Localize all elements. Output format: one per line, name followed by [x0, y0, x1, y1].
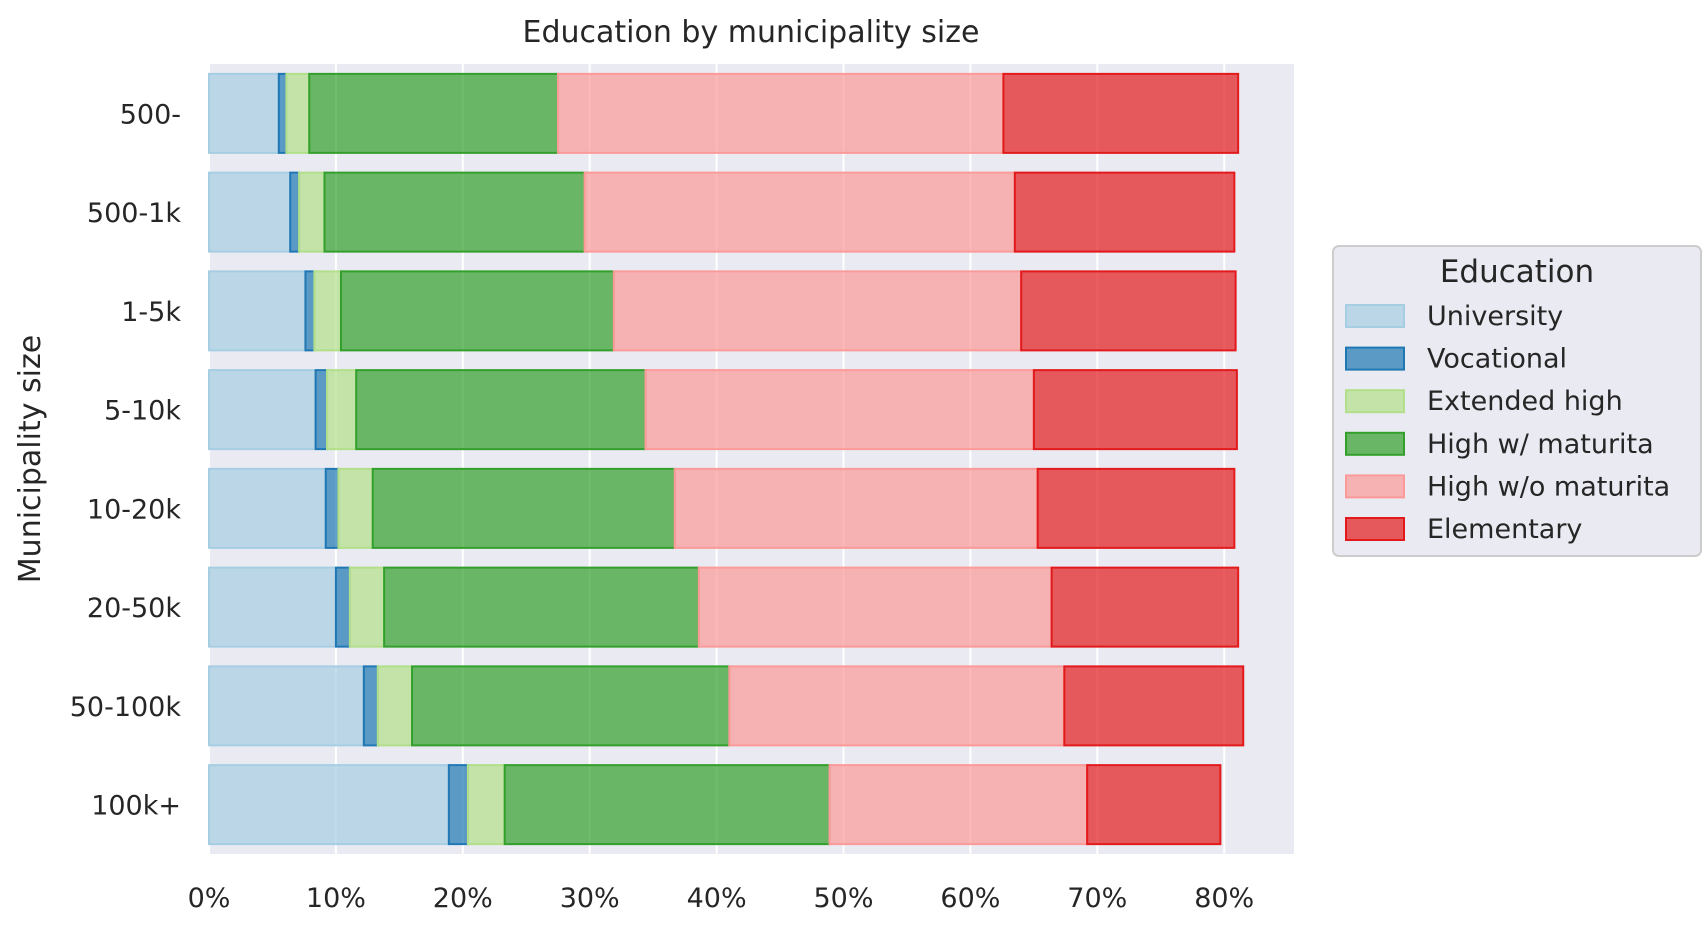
y-tick-label: 1-5k: [121, 297, 181, 328]
bar-segment: [1032, 369, 1238, 451]
bar-segment: [313, 270, 342, 352]
bar-segment: [612, 270, 1023, 352]
bar-segment: [1050, 566, 1240, 648]
x-tick-label: 40%: [687, 883, 747, 914]
bar-segment: [339, 270, 615, 352]
bar-segment: [304, 270, 316, 352]
legend-frame: [1332, 245, 1702, 557]
legend-swatch: [1345, 474, 1405, 499]
bar-segment: [323, 171, 586, 253]
bar-segment: [1063, 665, 1245, 747]
x-tick-label: 10%: [306, 883, 366, 914]
bar-segment: [308, 72, 559, 154]
y-tick-label: 500-: [120, 99, 181, 130]
bar-segment: [503, 764, 831, 846]
y-tick-label: 100k+: [91, 791, 181, 822]
x-tick-label: 80%: [1194, 883, 1254, 914]
bar-segment: [208, 764, 450, 846]
y-tick-label: 50-100k: [70, 692, 182, 723]
x-tick-label: 50%: [813, 883, 873, 914]
bars: [208, 72, 1245, 846]
bar-segment: [348, 566, 386, 648]
legend-swatch: [1345, 346, 1405, 371]
x-tick-label: 70%: [1067, 883, 1127, 914]
y-axis-title: Municipality size: [13, 335, 48, 583]
legend-swatch: [1345, 304, 1405, 328]
bar-segment: [376, 665, 414, 747]
legend-swatch: [1345, 389, 1405, 414]
x-tick-labels: 0% 10% 20% 30% 40% 50% 60% 70% 80%: [188, 883, 1255, 914]
bar-segment: [277, 72, 288, 154]
bar-segment: [208, 171, 292, 253]
x-tick-label: 0%: [188, 883, 231, 914]
bar-segment: [556, 72, 1005, 154]
bar-segment: [697, 566, 1053, 648]
legend-label: Extended high: [1427, 386, 1623, 417]
legend-swatch: [1345, 517, 1405, 541]
legend-items: University Vocational Extended high High w/…: [1345, 301, 1670, 545]
bar-segment: [383, 566, 700, 648]
bar-segment: [466, 764, 506, 846]
bar-segment: [371, 467, 676, 549]
bar-segment: [208, 566, 337, 648]
bar-segment: [828, 764, 1089, 846]
bar-segment: [337, 467, 374, 549]
bar-segment: [728, 665, 1066, 747]
y-tick-label: 10-20k: [87, 494, 181, 525]
bar-segment: [447, 764, 469, 846]
bar-segment: [326, 369, 358, 451]
bar-segment: [208, 467, 327, 549]
x-tick-label: 30%: [560, 883, 620, 914]
bar-segment: [673, 467, 1039, 549]
legend-label: Vocational: [1427, 344, 1567, 375]
bar-segment: [289, 171, 301, 253]
bar-segment: [1086, 764, 1222, 846]
legend-label: University: [1427, 301, 1563, 332]
bar-segment: [208, 665, 365, 747]
bar-segment: [314, 369, 329, 451]
bar-segment: [362, 665, 379, 747]
bar-segment: [644, 369, 1035, 451]
y-tick-label: 20-50k: [87, 593, 181, 624]
legend-title: Education: [1440, 254, 1594, 290]
bar-segment: [355, 369, 647, 451]
y-tick-label: 5-10k: [104, 396, 181, 427]
legend-label: High w/o maturita: [1427, 471, 1670, 502]
x-tick-label: 20%: [433, 883, 493, 914]
legend-label: High w/ maturita: [1427, 429, 1654, 460]
bar-segment: [285, 72, 311, 154]
bar-segment: [324, 467, 340, 549]
bar-segment: [334, 566, 351, 648]
bar-segment: [411, 665, 731, 747]
bar-segment: [583, 171, 1016, 253]
bar-segment: [298, 171, 326, 253]
y-tick-labels: 500- 500-1k 1-5k 5-10k 10-20k 20-50k 50-100k 10…: [70, 99, 182, 821]
legend-label: Elementary: [1427, 514, 1582, 545]
legend: Education University Vocational Extended h…: [1332, 245, 1702, 557]
x-tick-label: 60%: [940, 883, 1000, 914]
bar-segment: [208, 72, 280, 154]
bar-segment: [1036, 467, 1236, 549]
y-tick-label: 500-1k: [87, 198, 181, 229]
bar-segment: [208, 369, 317, 451]
chart-title: Education by municipality size: [523, 15, 980, 50]
bar-segment: [208, 270, 307, 352]
bar-segment: [1020, 270, 1237, 352]
bar-segment: [1013, 171, 1236, 253]
legend-swatch: [1345, 431, 1405, 456]
bar-segment: [1002, 72, 1240, 154]
